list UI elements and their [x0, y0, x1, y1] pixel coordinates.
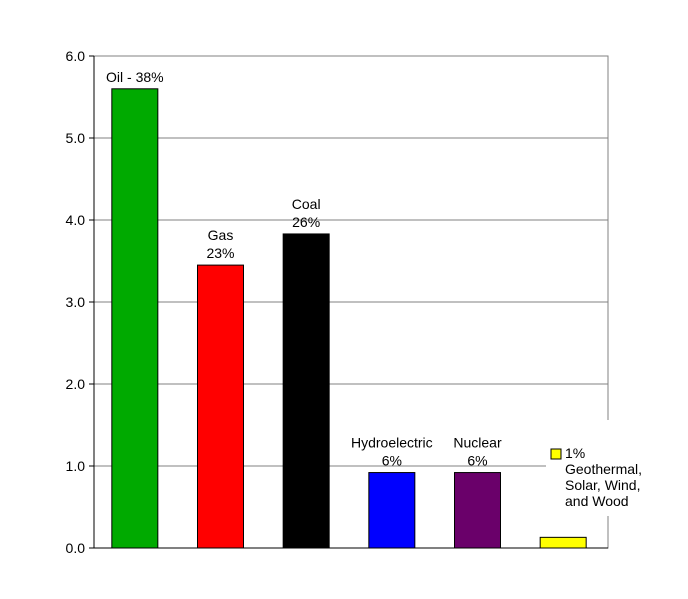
- y-axis-ticks: 0.0 1.0 2.0 3.0 4.0 5.0 6.0: [66, 48, 94, 556]
- data-label: Solar, Wind,: [565, 477, 640, 493]
- data-label: 6%: [467, 453, 487, 469]
- y-tick-label: 3.0: [66, 294, 86, 310]
- data-label: 23%: [206, 245, 234, 261]
- data-label: Geothermal,: [565, 461, 642, 477]
- data-label: 6%: [382, 453, 402, 469]
- y-tick-label: 1.0: [66, 458, 86, 474]
- legend-swatch: [550, 448, 562, 460]
- y-tick-label: 6.0: [66, 48, 86, 64]
- bar-oil: [111, 88, 159, 549]
- gridlines: [94, 55, 608, 467]
- bar-coal: [282, 233, 330, 549]
- data-label: Hydroelectric: [351, 435, 433, 451]
- data-label: and Wood: [565, 493, 629, 509]
- bars: [111, 88, 587, 549]
- data-label: Coal: [292, 196, 321, 212]
- y-tick-label: 5.0: [66, 130, 86, 146]
- bar-hydroelectric: [368, 472, 416, 549]
- small-bar-label-background: [546, 420, 688, 516]
- data-label: Nuclear: [453, 435, 502, 451]
- data-label: Gas: [208, 227, 234, 243]
- bar-geothermal-solar-wind-and-wood: [539, 536, 587, 549]
- data-label: 26%: [292, 214, 320, 230]
- y-tick-label: 2.0: [66, 376, 86, 392]
- data-label: Oil - 38%: [106, 69, 164, 85]
- y-tick-label: 0.0: [66, 540, 86, 556]
- bar-nuclear: [454, 472, 501, 549]
- data-labels: Oil - 38% Gas 23% Coal 26% Hydroelectric 6% Nuc…: [106, 69, 688, 516]
- data-label: 1%: [565, 445, 585, 461]
- bar-gas: [197, 264, 244, 549]
- y-tick-label: 4.0: [66, 212, 86, 228]
